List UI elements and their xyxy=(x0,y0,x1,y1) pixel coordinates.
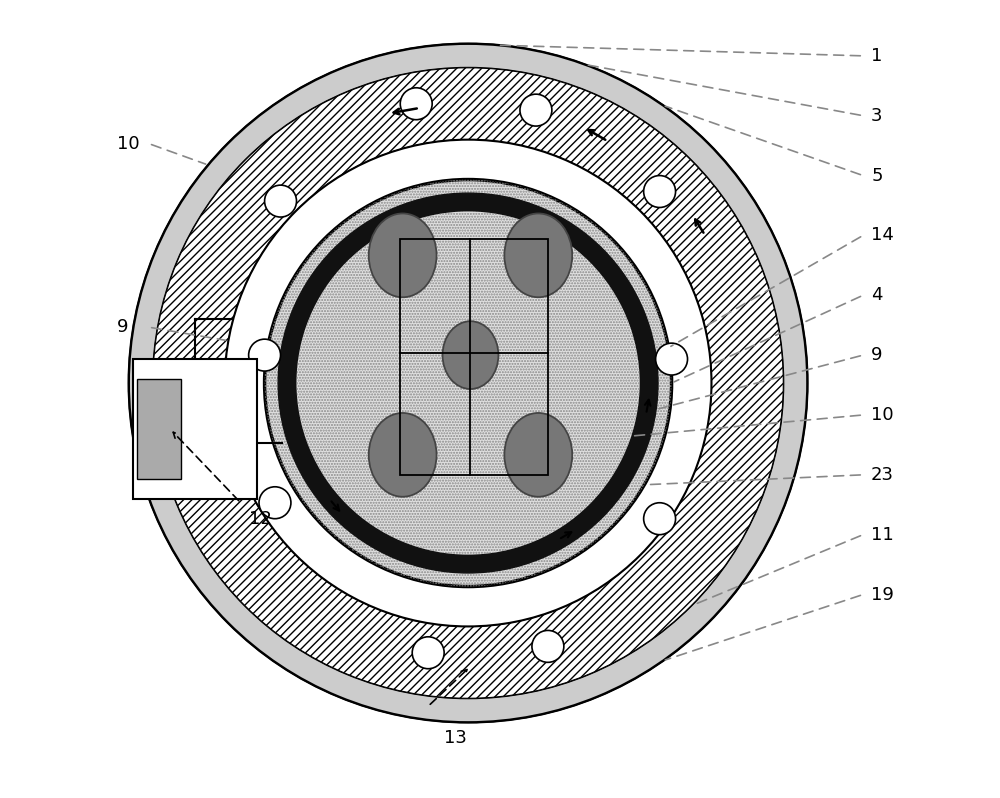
Text: 3: 3 xyxy=(871,107,883,124)
Circle shape xyxy=(259,487,291,519)
Text: 4: 4 xyxy=(871,286,883,304)
Text: 12: 12 xyxy=(249,510,272,527)
Ellipse shape xyxy=(369,413,437,496)
Circle shape xyxy=(265,180,672,587)
Bar xyxy=(137,379,181,479)
Bar xyxy=(133,359,257,499)
Wedge shape xyxy=(129,44,807,722)
Circle shape xyxy=(656,343,688,375)
Text: 19: 19 xyxy=(871,586,894,603)
Text: 9: 9 xyxy=(871,346,883,364)
Text: 10: 10 xyxy=(871,406,894,424)
Circle shape xyxy=(644,176,676,207)
Circle shape xyxy=(225,140,711,626)
Text: 11: 11 xyxy=(871,526,894,543)
Circle shape xyxy=(412,637,444,669)
Circle shape xyxy=(265,185,297,217)
Text: 5: 5 xyxy=(871,167,883,184)
Circle shape xyxy=(532,630,564,662)
Ellipse shape xyxy=(504,413,572,496)
Text: 10: 10 xyxy=(117,135,140,152)
Text: 13: 13 xyxy=(444,729,467,747)
Circle shape xyxy=(129,44,807,722)
Ellipse shape xyxy=(369,214,437,298)
Circle shape xyxy=(249,339,281,371)
Wedge shape xyxy=(278,193,658,573)
Ellipse shape xyxy=(443,321,498,389)
Wedge shape xyxy=(153,68,783,698)
Circle shape xyxy=(644,503,676,535)
Bar xyxy=(400,239,548,475)
Text: 23: 23 xyxy=(871,466,894,484)
Text: 14: 14 xyxy=(871,227,894,244)
Circle shape xyxy=(400,88,432,120)
Text: 9: 9 xyxy=(117,318,128,336)
Circle shape xyxy=(520,94,552,126)
Text: 1: 1 xyxy=(871,47,882,65)
Ellipse shape xyxy=(504,214,572,298)
Circle shape xyxy=(297,211,640,555)
